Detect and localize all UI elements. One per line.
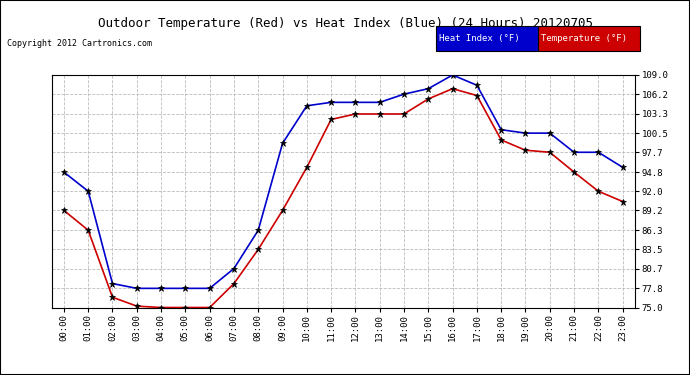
- Text: Temperature (°F): Temperature (°F): [541, 34, 627, 43]
- Text: Copyright 2012 Cartronics.com: Copyright 2012 Cartronics.com: [7, 39, 152, 48]
- Text: Outdoor Temperature (Red) vs Heat Index (Blue) (24 Hours) 20120705: Outdoor Temperature (Red) vs Heat Index …: [97, 17, 593, 30]
- Text: Heat Index (°F): Heat Index (°F): [439, 34, 520, 43]
